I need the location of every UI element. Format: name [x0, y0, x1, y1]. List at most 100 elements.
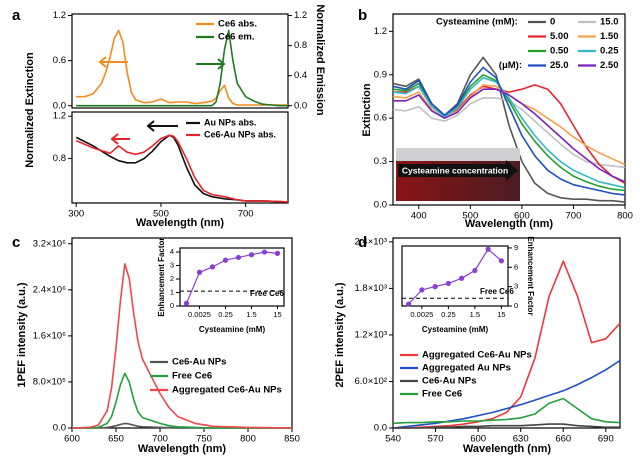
marker [445, 280, 451, 287]
y2-tick-label: 3 [514, 282, 518, 291]
marker [261, 249, 268, 255]
marker [248, 252, 255, 258]
panel-label: a [12, 7, 21, 24]
x-axis-label: Cysteamine (mM) [199, 325, 266, 334]
marker [419, 287, 425, 293]
y-tick-label: 1.6×10⁶ [33, 330, 66, 341]
x-tick-label: 630 [513, 434, 529, 445]
y2-tick-label: 1.2 [294, 10, 307, 21]
panel-label: b [358, 7, 367, 24]
y-tick-label: 1.2 [374, 26, 387, 37]
reference-label: Free Ce6 [480, 287, 514, 296]
x-tick-label: 700 [238, 209, 254, 220]
legend-label: Ce6 abs. [218, 19, 257, 30]
legend-label: Aggregated Au NPs [422, 363, 511, 374]
x-axis-label: Cysteamine (mM) [422, 325, 489, 334]
plot-frame [392, 237, 621, 429]
arrow-abs [98, 56, 128, 68]
y-axis-label: Normalized Extinction [24, 52, 36, 168]
reference-label: Free Ce6 [250, 289, 284, 298]
x-tick-label: 600 [64, 434, 80, 445]
x-tick-label: 600 [514, 211, 530, 222]
photo-arrow [398, 164, 506, 177]
marker [196, 269, 203, 275]
legend-label: 5.00 [550, 31, 569, 42]
legend-label: Aggregated Ce6-Au NPs [422, 350, 532, 361]
legend-title: Cysteamine (mM): [436, 17, 518, 28]
series-line [392, 397, 621, 425]
series-line [72, 372, 292, 429]
x-tick-label: 500 [153, 209, 169, 220]
arrow-ce6au [110, 133, 130, 145]
y-tick-label: 0.3 [374, 156, 387, 167]
marker [222, 257, 229, 263]
series-line [76, 29, 288, 106]
y2-tick-label: 0.4 [294, 70, 307, 81]
x-axis-label: Wavelength (nm) [136, 217, 225, 229]
legend-label: 15.0 [600, 17, 619, 28]
y-tick-label: 0.0 [374, 423, 387, 434]
marker [498, 258, 504, 264]
y-axis-label: 2PEF intensity (a.u.) [334, 282, 346, 387]
y-tick-label: 1.2 [53, 10, 66, 21]
y2-tick-label: 9 [514, 243, 518, 252]
marker [183, 300, 190, 306]
series-line [71, 263, 293, 429]
legend-label: Ce6-Au NPs [172, 357, 226, 368]
y-tick-label: 4 [170, 247, 174, 256]
plot-frame [71, 111, 289, 204]
x-tick-label: 0.0025 [410, 310, 433, 319]
y-tick-label: 3 [170, 261, 174, 270]
legend-label: Au NPs abs. [204, 117, 257, 127]
arrow-au [146, 120, 178, 132]
series-line [393, 423, 620, 429]
x-tick-label: 750 [196, 434, 212, 445]
y-tick-label: 0.6 [374, 113, 387, 124]
series-line [76, 29, 288, 107]
x-tick-label: 500 [462, 211, 478, 222]
x-axis-label: Wavelength (nm) [465, 218, 554, 230]
marker [459, 275, 465, 281]
x-tick-label: 600 [470, 434, 486, 445]
marker [209, 264, 216, 270]
x-tick-label: 690 [598, 434, 614, 445]
marker [432, 284, 438, 290]
legend-label: Aggregated Ce6-Au NPs [172, 385, 282, 396]
marker [472, 267, 478, 274]
legend-label: 0.25 [600, 46, 619, 57]
panel-label: c [12, 234, 20, 251]
x-tick-label: 15 [273, 310, 281, 319]
marker [274, 250, 281, 256]
x-tick-label: 540 [385, 434, 401, 445]
y-tick-label: 0.9 [374, 69, 387, 80]
y-tick-label: 1.2 [53, 111, 66, 122]
legend-label: 25.0 [550, 60, 569, 71]
legend-label: Free Ce6 [172, 371, 212, 382]
y2-tick-label: 0 [514, 301, 518, 310]
x-tick-label: 300 [68, 209, 84, 220]
y2-tick-label: 0.0 [294, 100, 307, 111]
y-tick-label: 0 [170, 301, 174, 310]
y-tick-label: 2 [170, 274, 174, 283]
marker [235, 254, 242, 261]
x-tick-label: 1.5 [246, 310, 256, 319]
y-tick-label: 3.2×10⁶ [33, 238, 66, 249]
x-axis-label: Wavelength (nm) [138, 443, 227, 455]
y-tick-label: 1 [170, 287, 174, 296]
marker [485, 246, 491, 252]
legend-label: Ce6-Au NPs [422, 376, 476, 387]
arrows [98, 56, 226, 145]
photo-top [396, 148, 520, 161]
y2-axis-label: Enhancement Factor [526, 236, 535, 315]
y-tick-label: 1.8×10³ [355, 283, 388, 294]
legend-label: Free Ce6 [422, 389, 462, 400]
series-line [392, 76, 626, 189]
y-tick-label: 2.4×10⁶ [33, 284, 66, 295]
arrow-em [196, 58, 226, 70]
x-tick-label: 1.5 [470, 310, 480, 319]
y-tick-label: 6.0×10² [355, 376, 388, 387]
x-tick-label: 0.0025 [188, 310, 211, 319]
y-tick-label: 8.0×10⁵ [33, 376, 66, 387]
